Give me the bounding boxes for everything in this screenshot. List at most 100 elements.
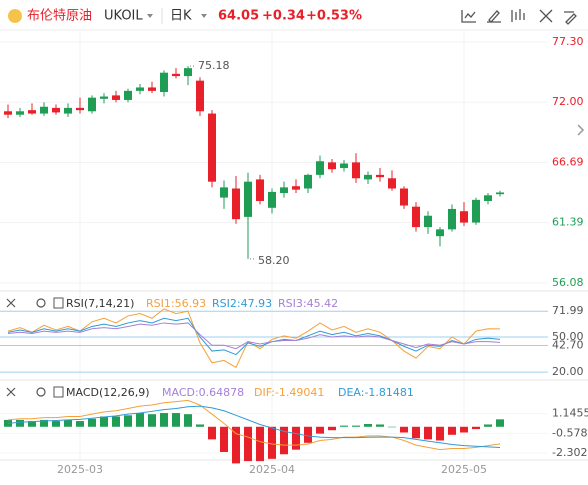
- candle-body: [292, 186, 300, 190]
- candle-body: [316, 161, 324, 175]
- dropdown-arrow[interactable]: [147, 14, 153, 18]
- settings-button[interactable]: [564, 11, 577, 25]
- draw-button[interactable]: [487, 10, 501, 23]
- dropdown-arrow[interactable]: [201, 14, 207, 18]
- macd-bar: [100, 416, 108, 427]
- legend-entry: RSI3:45.42: [278, 297, 338, 310]
- macd-bar: [136, 413, 144, 427]
- legend-entry: DIF:-1.49041: [254, 386, 324, 399]
- macd-bar: [172, 413, 180, 427]
- candle-body: [280, 187, 288, 194]
- symbol[interactable]: UKOIL: [104, 9, 143, 24]
- candle-body: [88, 97, 96, 112]
- candle-body: [160, 72, 168, 92]
- period[interactable]: 日K: [170, 9, 192, 24]
- indicator-icon: [53, 386, 64, 398]
- y-tick-label: -0.57866: [552, 426, 588, 439]
- candle-body: [484, 195, 492, 201]
- y-tick-label: 56.08: [552, 276, 584, 289]
- annotation: 75.18: [198, 59, 230, 72]
- y-tick-label: 61.39: [552, 216, 584, 229]
- candle-body: [52, 107, 60, 113]
- candle-body: [436, 229, 444, 237]
- macd-bar: [268, 426, 276, 459]
- candle-body: [376, 174, 384, 178]
- candle-body: [100, 96, 108, 99]
- candle-body: [40, 106, 48, 114]
- macd-bar: [340, 425, 348, 427]
- candle-body: [208, 113, 216, 182]
- y-tick-label: 50.00: [552, 330, 584, 343]
- macd-bar: [388, 426, 396, 428]
- collapse-button[interactable]: [577, 124, 585, 136]
- candle-body: [400, 188, 408, 206]
- macd-bar: [184, 414, 192, 427]
- candle-body: [340, 163, 348, 169]
- candle-body: [112, 95, 120, 100]
- candle-body: [388, 178, 396, 189]
- candle-body: [496, 192, 504, 195]
- macd-bar: [292, 426, 300, 450]
- indicator-button[interactable]: [461, 10, 476, 23]
- macd-bar: [304, 426, 312, 443]
- indicator-title: MACD(12,26,9): [66, 386, 150, 399]
- macd-bar: [424, 426, 432, 440]
- candle-body: [4, 111, 12, 115]
- indicator-settings[interactable]: [36, 298, 46, 308]
- change-pct: +0.53%: [306, 9, 362, 24]
- macd-line: [7, 399, 501, 451]
- rsi-line: [7, 308, 501, 369]
- macd-bar: [52, 421, 60, 427]
- macd-bar: [436, 426, 444, 441]
- close-indicator[interactable]: [6, 298, 16, 308]
- macd-bar: [364, 424, 372, 427]
- macd-bar: [160, 413, 168, 427]
- chart-type-button[interactable]: [511, 9, 525, 22]
- indicator-title: RSI(7,14,21): [66, 297, 134, 310]
- indicator-icon: [53, 297, 64, 309]
- macd-bar: [148, 414, 156, 427]
- candle-body: [328, 162, 336, 170]
- macd-bar: [472, 426, 480, 430]
- macd-bar: [220, 426, 228, 452]
- macd-bar: [496, 419, 504, 427]
- macd-bar: [124, 415, 132, 427]
- y-tick-label: 77.30: [552, 35, 584, 48]
- candle-body: [268, 191, 276, 208]
- candle-body: [232, 188, 240, 220]
- annotation: 58.20: [258, 254, 290, 267]
- fullscreen-button[interactable]: [539, 9, 553, 23]
- candle-body: [424, 215, 432, 228]
- instrument-name[interactable]: 布伦特原油: [27, 9, 92, 24]
- macd-bar: [484, 424, 492, 427]
- y-tick-label: 66.69: [552, 155, 584, 168]
- macd-bar: [400, 426, 408, 433]
- y-tick-label: 1.14555: [552, 407, 588, 420]
- candle-body: [352, 162, 360, 179]
- macd-bar: [244, 426, 252, 462]
- candle-body: [220, 187, 228, 198]
- macd-bar: [76, 421, 84, 427]
- legend-entry: RSI1:56.93: [146, 297, 206, 310]
- legend-entry: DEA:-1.81481: [338, 386, 414, 399]
- macd-bar: [352, 425, 360, 427]
- macd-bar: [316, 426, 324, 434]
- macd-bar: [196, 424, 204, 427]
- indicator-settings[interactable]: [36, 387, 46, 397]
- close-indicator[interactable]: [6, 387, 16, 397]
- macd-bar: [412, 426, 420, 439]
- y-tick-label: 42.70: [552, 339, 584, 352]
- candle-body: [412, 206, 420, 228]
- candle-body: [184, 68, 192, 77]
- candle-body: [256, 179, 264, 201]
- candle-body: [472, 199, 480, 223]
- candle-body: [16, 111, 24, 115]
- x-tick-label: 2025-04: [249, 463, 295, 476]
- candle-body: [76, 107, 84, 111]
- candle-body: [460, 211, 468, 223]
- change: +0.34: [262, 9, 305, 24]
- y-tick-label: 72.00: [552, 95, 584, 108]
- x-tick-label: 2025-03: [57, 463, 103, 476]
